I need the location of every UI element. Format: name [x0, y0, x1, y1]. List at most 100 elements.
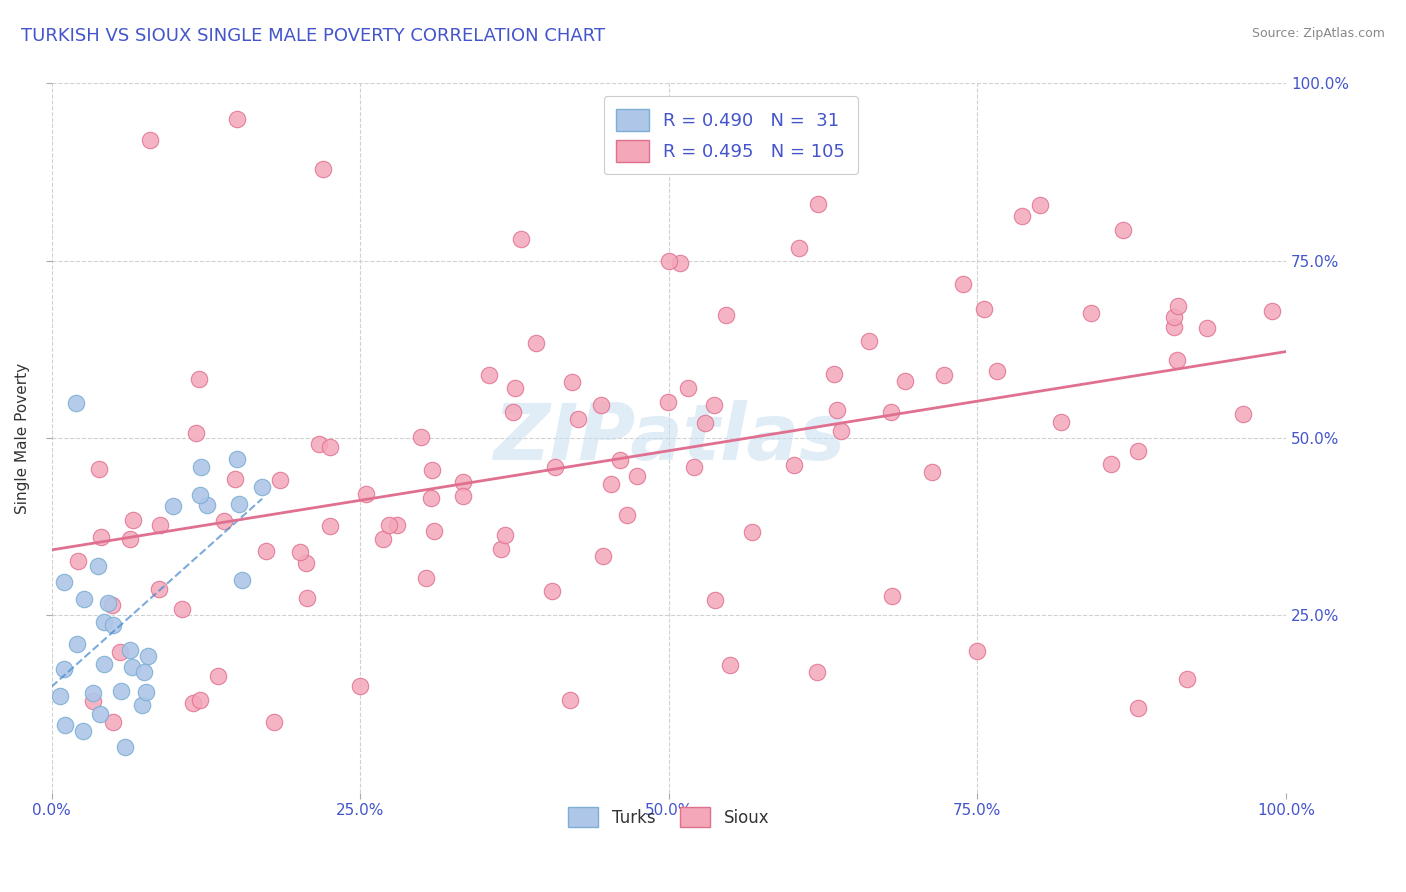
- Point: [72, 723, 94, 738]
- Point: [53, 662, 76, 676]
- Point: [52, 575, 75, 590]
- Point: [411, 429, 433, 443]
- Point: [181, 696, 204, 710]
- Point: [952, 277, 974, 291]
- Point: [494, 527, 516, 541]
- Point: [100, 599, 122, 613]
- Point: [121, 513, 143, 527]
- Point: [139, 133, 162, 147]
- Point: [148, 582, 170, 597]
- Point: [1099, 457, 1122, 471]
- Point: [73, 591, 96, 606]
- Y-axis label: Single Male Poverty: Single Male Poverty: [15, 362, 30, 514]
- Point: [269, 473, 291, 487]
- Point: [135, 685, 157, 699]
- Point: [423, 524, 446, 538]
- Point: [65, 395, 87, 409]
- Point: [720, 658, 742, 673]
- Point: [806, 665, 828, 679]
- Point: [540, 583, 562, 598]
- Point: [132, 665, 155, 680]
- Point: [103, 617, 125, 632]
- Point: [1163, 320, 1185, 334]
- Point: [599, 476, 621, 491]
- Text: TURKISH VS SIOUX SINGLE MALE POVERTY CORRELATION CHART: TURKISH VS SIOUX SINGLE MALE POVERTY COR…: [21, 27, 605, 45]
- Point: [172, 602, 194, 616]
- Point: [502, 405, 524, 419]
- Point: [741, 525, 763, 540]
- Point: [1261, 303, 1284, 318]
- Point: [149, 517, 172, 532]
- Text: ZIPatlas: ZIPatlas: [492, 400, 845, 476]
- Point: [524, 335, 547, 350]
- Point: [657, 394, 679, 409]
- Point: [567, 412, 589, 426]
- Point: [231, 573, 253, 587]
- Point: [503, 381, 526, 395]
- Point: [312, 161, 335, 176]
- Point: [827, 403, 849, 417]
- Point: [658, 253, 681, 268]
- Point: [373, 532, 395, 546]
- Point: [295, 556, 318, 570]
- Point: [415, 571, 437, 585]
- Point: [319, 440, 342, 454]
- Point: [89, 706, 111, 721]
- Point: [87, 558, 110, 573]
- Point: [589, 398, 612, 412]
- Point: [973, 302, 995, 317]
- Point: [188, 488, 211, 502]
- Point: [558, 693, 581, 707]
- Point: [616, 508, 638, 523]
- Point: [1197, 320, 1219, 334]
- Point: [787, 241, 810, 255]
- Point: [319, 519, 342, 533]
- Point: [66, 637, 89, 651]
- Point: [986, 364, 1008, 378]
- Point: [1167, 299, 1189, 313]
- Point: [491, 541, 513, 556]
- Point: [118, 532, 141, 546]
- Point: [592, 549, 614, 563]
- Point: [186, 425, 208, 440]
- Point: [263, 714, 285, 729]
- Point: [82, 694, 104, 708]
- Point: [880, 589, 903, 603]
- Point: [1163, 310, 1185, 324]
- Point: [1049, 415, 1071, 429]
- Point: [290, 545, 312, 559]
- Point: [420, 463, 443, 477]
- Point: [110, 684, 132, 698]
- Point: [93, 657, 115, 671]
- Point: [49, 689, 72, 703]
- Point: [806, 197, 828, 211]
- Text: Source: ZipAtlas.com: Source: ZipAtlas.com: [1251, 27, 1385, 40]
- Point: [783, 458, 806, 472]
- Point: [224, 472, 246, 486]
- Point: [823, 367, 845, 381]
- Point: [89, 461, 111, 475]
- Point: [136, 648, 159, 663]
- Point: [96, 596, 118, 610]
- Point: [478, 368, 501, 382]
- Point: [207, 669, 229, 683]
- Point: [103, 714, 125, 729]
- Point: [626, 468, 648, 483]
- Point: [676, 381, 699, 395]
- Point: [1166, 352, 1188, 367]
- Point: [190, 460, 212, 475]
- Point: [114, 740, 136, 755]
- Point: [1126, 443, 1149, 458]
- Point: [195, 498, 218, 512]
- Point: [880, 405, 903, 419]
- Point: [932, 368, 955, 382]
- Point: [1112, 223, 1135, 237]
- Point: [385, 517, 408, 532]
- Point: [93, 615, 115, 629]
- Point: [693, 416, 716, 430]
- Point: [297, 591, 319, 606]
- Point: [544, 459, 567, 474]
- Point: [254, 544, 277, 558]
- Point: [354, 487, 377, 501]
- Point: [509, 232, 531, 246]
